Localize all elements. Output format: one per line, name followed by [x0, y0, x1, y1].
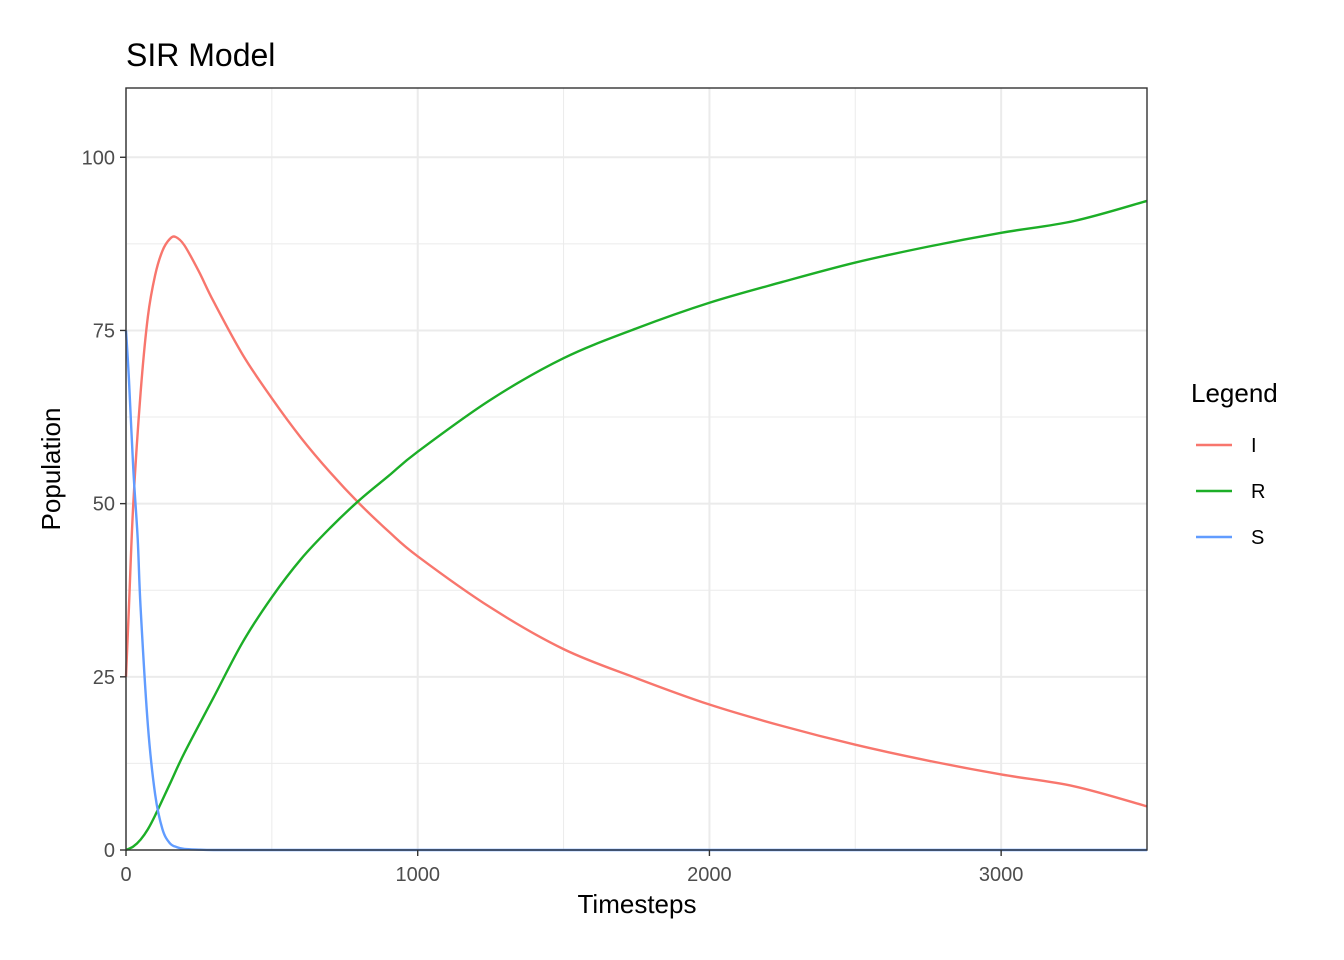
panel-border	[125, 87, 1148, 851]
legend: Legend I R S	[1191, 378, 1278, 549]
y-tick-label: 50	[93, 494, 115, 516]
major-gridlines	[125, 88, 1147, 851]
legend-item-s: S	[1196, 527, 1264, 549]
y-axis-label: Population	[36, 408, 66, 531]
series-line-r	[125, 199, 1148, 852]
y-tick-label: 25	[93, 667, 115, 689]
y-tick-label: 75	[93, 320, 115, 342]
legend-item-r: R	[1196, 481, 1265, 503]
y-tick-label: 100	[82, 147, 115, 169]
legend-title: Legend	[1191, 378, 1278, 408]
chart-title: SIR Model	[126, 37, 275, 73]
x-axis-label: Timesteps	[578, 889, 697, 919]
legend-label: I	[1251, 435, 1257, 457]
x-tick-label: 2000	[687, 864, 732, 886]
legend-items: I R S	[1196, 435, 1265, 549]
series-line-i	[124, 235, 1148, 808]
minor-gridlines	[126, 88, 1147, 850]
plot-panel	[124, 87, 1148, 852]
x-tick-label: 3000	[979, 864, 1024, 886]
series-lines	[124, 199, 1148, 852]
x-tick-label: 0	[120, 864, 131, 886]
y-tick-label: 0	[104, 840, 115, 862]
legend-item-i: I	[1196, 435, 1257, 457]
x-axis: 0 1000 2000 3000	[120, 850, 1023, 886]
legend-label: S	[1251, 527, 1264, 549]
x-tick-label: 1000	[395, 864, 440, 886]
legend-label: R	[1251, 481, 1265, 503]
y-axis: 0 25 50 75 100	[82, 147, 126, 862]
